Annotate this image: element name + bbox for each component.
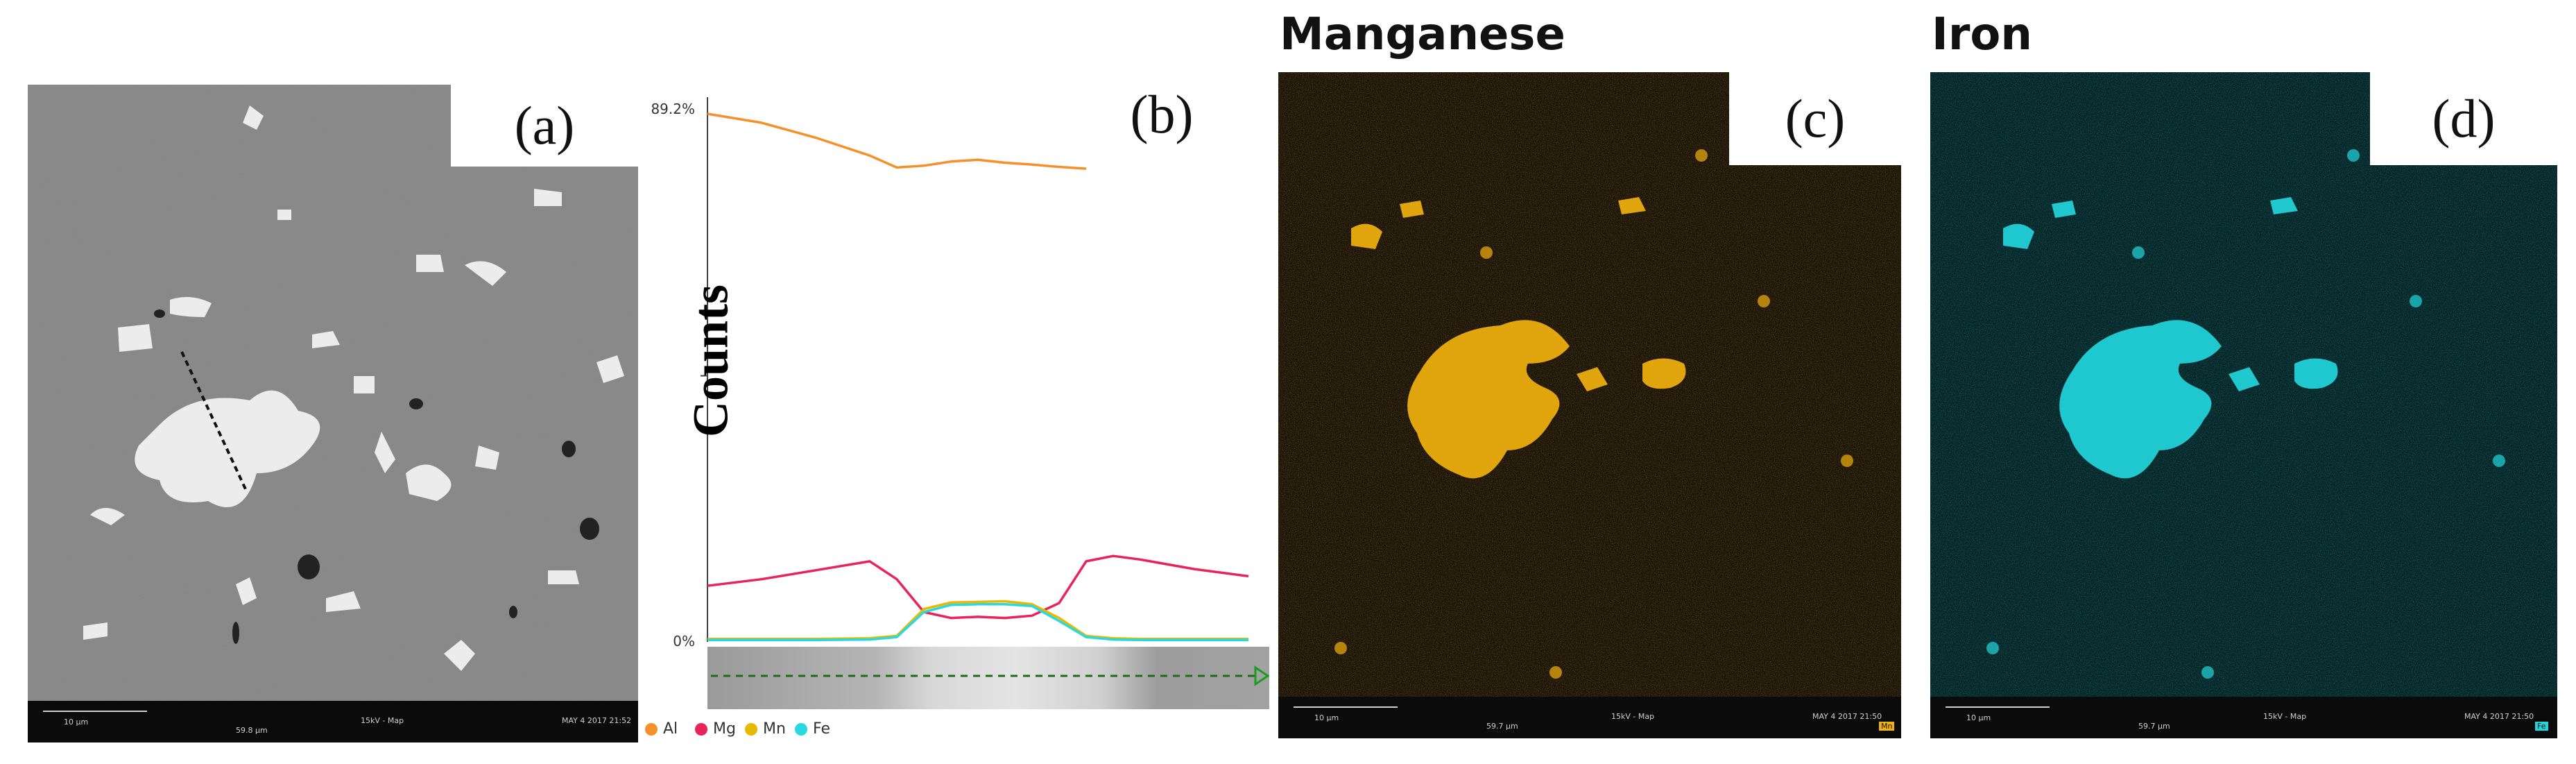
- series-line-al: [707, 112, 1087, 170]
- element-rich-particle: [1642, 358, 1686, 389]
- sem-micrograph: [28, 85, 638, 701]
- legend-marker: [645, 722, 658, 736]
- element-tag: Mn: [1879, 722, 1895, 731]
- panel-label-c: (c): [1729, 72, 1901, 165]
- fe-rich-regions: [1986, 149, 2505, 679]
- element-rich-particle: [2294, 358, 2338, 389]
- element-rich-particle: [2229, 367, 2260, 391]
- linescan-chart: 89.2% 0%: [651, 97, 1249, 650]
- element-rich-particle: [2270, 197, 2298, 214]
- legend-marker: [795, 722, 807, 736]
- element-speck: [2410, 295, 2422, 307]
- panel-label-d: (d): [2370, 72, 2557, 165]
- series-line-mg: [707, 554, 1249, 620]
- legend-item-mg: Mg: [695, 720, 736, 738]
- element-speck: [2493, 455, 2505, 467]
- field-width: 59.7 µm: [2138, 722, 2170, 731]
- panel-d-title: Iron: [1932, 9, 2032, 60]
- acq-mode: 15kV - Map: [1611, 712, 1655, 721]
- timestamp: MAY 4 2017 21:52: [562, 716, 632, 725]
- element-rich-particle: [2052, 201, 2076, 218]
- element-rich-particle: [2003, 223, 2034, 249]
- legend-item-al: Al: [645, 720, 678, 738]
- pores: [154, 309, 599, 644]
- scale-label: 10 µm: [1966, 713, 1991, 722]
- legend-marker: [695, 722, 707, 736]
- series-line-mn: [707, 600, 1248, 640]
- field-width: 59.7 µm: [1486, 722, 1518, 731]
- mn-rich-regions: [1334, 149, 1853, 679]
- element-speck: [1758, 295, 1770, 307]
- acq-mode: 15kV - Map: [361, 716, 404, 725]
- element-speck: [1986, 642, 1999, 654]
- legend-label: Mn: [763, 720, 786, 738]
- timestamp: MAY 4 2017 21:50: [1812, 712, 1882, 721]
- element-speck: [2347, 149, 2360, 162]
- element-rich-particle: [1407, 320, 1570, 479]
- panel-d-fe-map: 10 µm 59.7 µm 15kV - Map MAY 4 2017 21:5…: [1930, 72, 2557, 738]
- element-speck: [1480, 246, 1493, 259]
- sem-info-bar-a: 10 µm 59.8 µm 15kV - Map MAY 4 2017 21:5…: [28, 701, 638, 742]
- legend-item-fe: Fe: [795, 720, 830, 738]
- element-rich-particle: [1577, 367, 1608, 391]
- panel-c-title: Manganese: [1280, 9, 1565, 60]
- element-tag: Fe: [2535, 722, 2548, 731]
- series-line-fe: [707, 603, 1248, 642]
- linescan-strip: [707, 647, 1270, 709]
- panel-label-b: (b): [1068, 76, 1255, 153]
- element-rich-particle: [2059, 320, 2222, 479]
- mn-element-map: [1278, 72, 1901, 697]
- element-speck: [2201, 666, 2214, 679]
- element-rich-particle: [1618, 197, 1646, 214]
- scale-label: 10 µm: [64, 718, 89, 727]
- element-speck: [1841, 455, 1853, 467]
- legend-label: Al: [663, 720, 678, 738]
- y-tick-label: 0%: [673, 633, 695, 650]
- fe-element-map: [1930, 72, 2557, 697]
- panel-a-sem-image: 10 µm 59.8 µm 15kV - Map MAY 4 2017 21:5…: [28, 85, 638, 742]
- linescan-path: [180, 351, 248, 491]
- element-rich-particle: [1400, 201, 1424, 218]
- strip-arrow: [711, 665, 1270, 686]
- sem-info-bar-d: 10 µm 59.7 µm 15kV - Map MAY 4 2017 21:5…: [1930, 697, 2557, 738]
- legend-marker: [745, 722, 757, 736]
- acq-mode: 15kV - Map: [2263, 712, 2307, 721]
- y-tick-label: 89.2%: [651, 101, 695, 117]
- legend-label: Mg: [713, 720, 736, 738]
- legend-item-mn: Mn: [745, 720, 786, 738]
- legend-label: Fe: [813, 720, 830, 738]
- panel-c-mn-map: 10 µm 59.7 µm 15kV - Map MAY 4 2017 21:5…: [1278, 72, 1901, 738]
- scale-label: 10 µm: [1314, 713, 1339, 722]
- sem-info-bar-c: 10 µm 59.7 µm 15kV - Map MAY 4 2017 21:5…: [1278, 697, 1901, 738]
- element-rich-particle: [1351, 223, 1382, 249]
- timestamp: MAY 4 2017 21:50: [2464, 712, 2534, 721]
- panel-label-a: (a): [451, 85, 638, 167]
- element-speck: [1334, 642, 1347, 654]
- field-width: 59.8 µm: [236, 726, 268, 735]
- element-speck: [1549, 666, 1562, 679]
- element-speck: [2132, 246, 2145, 259]
- y-axis-label: Counts: [682, 284, 739, 438]
- panel-b-linescan: 89.2% 0% Counts (b) Al Mg Mn Fe: [642, 76, 1270, 742]
- element-speck: [1695, 149, 1708, 162]
